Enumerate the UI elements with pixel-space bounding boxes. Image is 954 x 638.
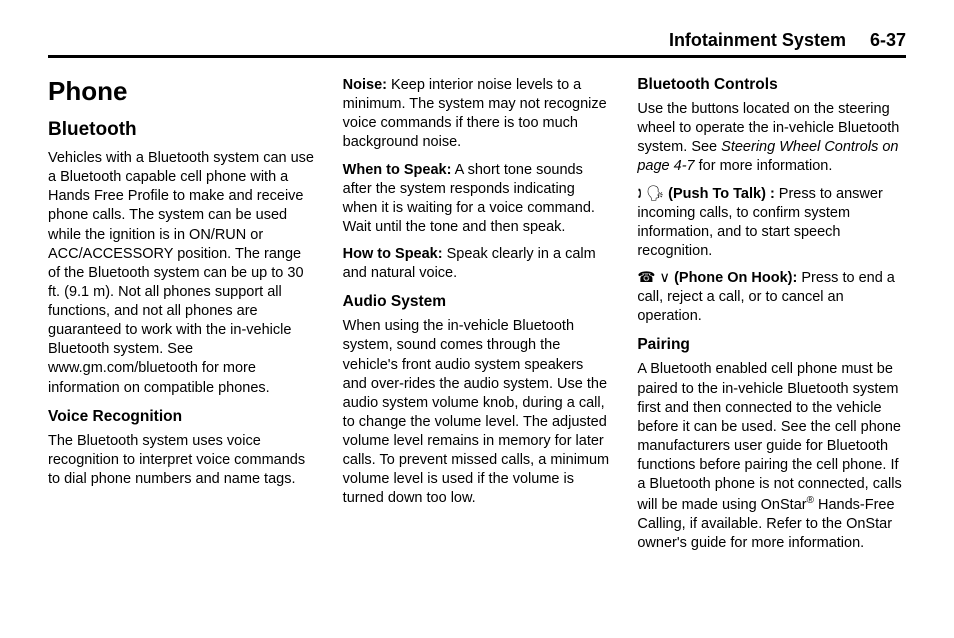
pairing-text-a: A Bluetooth enabled cell phone must be p… <box>637 361 901 513</box>
push-to-talk-icon: 🕽 🗣 <box>637 186 664 202</box>
heading-pairing: Pairing <box>637 336 906 354</box>
pairing-text: A Bluetooth enabled cell phone must be p… <box>637 360 906 553</box>
noise-lead: Noise: <box>343 77 387 93</box>
bc-text-c: for more information. <box>695 158 833 174</box>
column-2: Noise: Keep interior noise levels to a m… <box>343 76 612 561</box>
phone-on-hook-icon: ☎ ∨ <box>637 270 674 286</box>
column-1: Phone Bluetooth Vehicles with a Bluetoot… <box>48 76 317 561</box>
heading-audio-system: Audio System <box>343 293 612 311</box>
poh-lead: (Phone On Hook): <box>674 270 797 286</box>
bluetooth-controls-intro: Use the buttons located on the steering … <box>637 100 906 177</box>
heading-voice-recognition: Voice Recognition <box>48 408 317 426</box>
push-to-talk-paragraph: 🕽 🗣 (Push To Talk) : Press to answer inc… <box>637 185 906 262</box>
title-phone: Phone <box>48 76 317 107</box>
audio-system-text: When using the in-vehicle Bluetooth syst… <box>343 317 612 508</box>
how-to-speak-paragraph: How to Speak: Speak clearly in a calm an… <box>343 245 612 283</box>
phone-on-hook-paragraph: ☎ ∨ (Phone On Hook): Press to end a call… <box>637 269 906 326</box>
voice-recognition-text: The Bluetooth system uses voice recognit… <box>48 432 317 489</box>
bluetooth-intro-text: Vehicles with a Bluetooth system can use… <box>48 149 317 398</box>
page-header: Infotainment System 6-37 <box>48 30 906 58</box>
when-lead: When to Speak: <box>343 162 452 178</box>
heading-bluetooth: Bluetooth <box>48 119 317 141</box>
when-to-speak-paragraph: When to Speak: A short tone sounds after… <box>343 161 612 238</box>
header-section-title: Infotainment System <box>669 30 846 51</box>
how-lead: How to Speak: <box>343 246 443 262</box>
content-columns: Phone Bluetooth Vehicles with a Bluetoot… <box>48 76 906 561</box>
header-page-number: 6-37 <box>870 30 906 51</box>
column-3: Bluetooth Controls Use the buttons locat… <box>637 76 906 561</box>
noise-paragraph: Noise: Keep interior noise levels to a m… <box>343 76 612 153</box>
ptt-lead: (Push To Talk) : <box>664 186 775 202</box>
heading-bluetooth-controls: Bluetooth Controls <box>637 76 906 94</box>
registered-mark: ® <box>807 495 814 506</box>
